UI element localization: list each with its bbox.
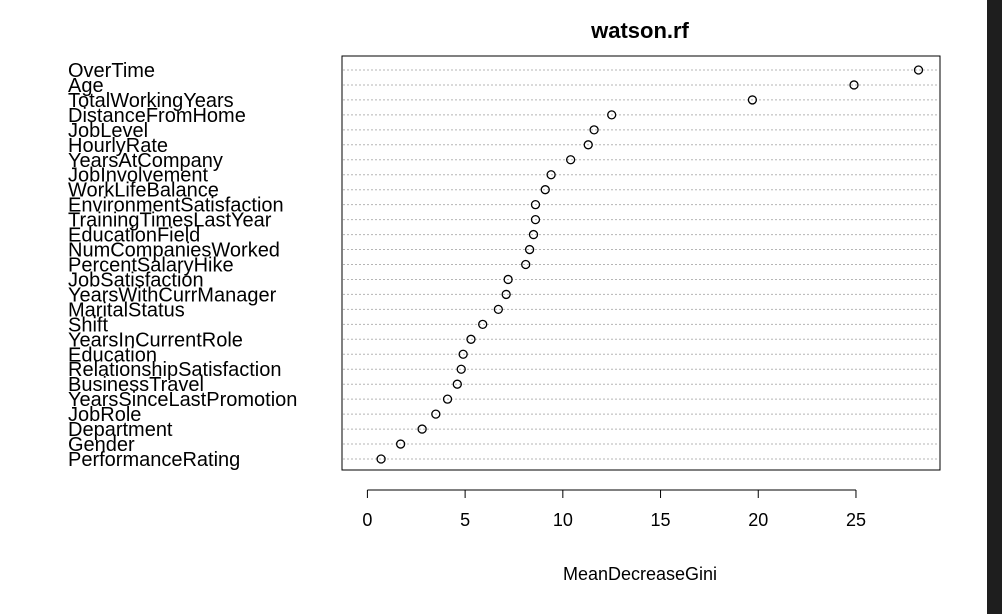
variable-label: TrainingTimesLastYear xyxy=(68,210,272,232)
variable-label: Shift xyxy=(68,314,108,336)
data-point xyxy=(376,454,386,464)
data-point xyxy=(565,155,576,165)
data-point xyxy=(456,364,466,374)
variable-label: PercentSalaryHike xyxy=(68,255,234,277)
x-axis: 0 5 10 15 20 25 xyxy=(362,489,866,530)
x-tick-label: 15 xyxy=(651,510,671,530)
data-point xyxy=(458,349,468,359)
window-edge xyxy=(987,0,1002,614)
variable-label: EnvironmentSatisfaction xyxy=(68,195,284,217)
data-point xyxy=(417,424,427,434)
variable-label: YearsWithCurrManager xyxy=(68,284,277,306)
variable-label: BusinessTravel xyxy=(68,374,204,396)
x-tick-label: 20 xyxy=(748,510,768,530)
variable-label: Age xyxy=(68,75,104,97)
data-point xyxy=(583,140,593,150)
variable-label: Education xyxy=(68,344,157,366)
data-point xyxy=(521,259,531,270)
data-point xyxy=(528,229,539,240)
variable-label: DistanceFromHome xyxy=(68,105,246,127)
variable-label: JobLevel xyxy=(68,120,148,142)
data-point xyxy=(530,200,541,210)
data-point xyxy=(493,304,503,315)
data-point xyxy=(466,334,476,344)
variable-label: RelationshipSatisfaction xyxy=(68,359,281,381)
plot-box xyxy=(341,55,941,471)
grid-lines xyxy=(343,69,939,460)
variable-label: YearsInCurrentRole xyxy=(68,329,243,351)
data-point xyxy=(607,110,617,120)
variable-label: JobSatisfaction xyxy=(68,269,204,291)
x-axis-label: MeanDecreaseGini xyxy=(563,564,717,584)
variable-label: NumCompaniesWorked xyxy=(68,240,280,262)
data-point xyxy=(442,394,453,404)
variable-label: JobInvolvement xyxy=(68,165,209,187)
data-points xyxy=(376,65,924,464)
x-tick-label: 10 xyxy=(553,510,573,530)
variable-label: TotalWorkingYears xyxy=(68,90,234,112)
variable-label: EducationField xyxy=(68,225,200,247)
data-point xyxy=(530,214,541,225)
variable-label: WorkLifeBalance xyxy=(68,180,219,202)
variable-label: Department xyxy=(68,419,173,441)
chart-title: watson.rf xyxy=(590,18,689,43)
data-point xyxy=(524,244,535,255)
variable-label: YearsSinceLastPromotion xyxy=(68,389,297,411)
data-point xyxy=(849,80,859,90)
data-point xyxy=(589,125,599,135)
data-point xyxy=(478,319,488,329)
data-point xyxy=(747,95,758,105)
data-point xyxy=(503,274,513,285)
variable-label: JobRole xyxy=(68,404,141,426)
variable-label: YearsAtCompany xyxy=(68,150,223,172)
data-point xyxy=(546,170,556,180)
data-point xyxy=(395,439,406,449)
data-point xyxy=(913,65,924,75)
data-point xyxy=(452,379,462,389)
variable-label: OverTime xyxy=(68,60,155,82)
x-tick-label: 0 xyxy=(362,510,372,530)
variable-labels: OverTimeAgeTotalWorkingYearsDistanceFrom… xyxy=(68,60,297,471)
data-point xyxy=(540,185,550,195)
data-point xyxy=(501,289,511,300)
x-tick-label: 25 xyxy=(846,510,866,530)
x-tick-label: 5 xyxy=(460,510,470,530)
variable-label: MaritalStatus xyxy=(68,299,185,321)
variable-label: HourlyRate xyxy=(68,135,168,157)
data-point xyxy=(431,409,441,419)
variable-label: Gender xyxy=(68,434,135,456)
variable-label: PerformanceRating xyxy=(68,449,240,471)
